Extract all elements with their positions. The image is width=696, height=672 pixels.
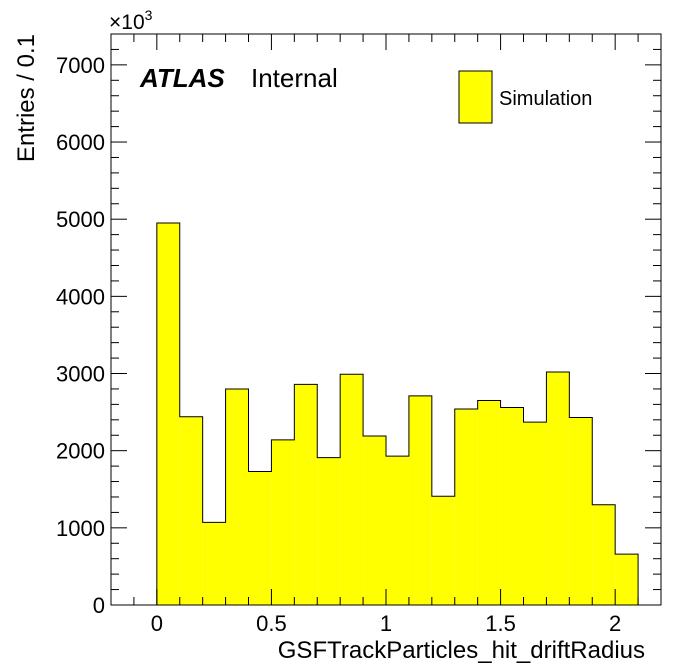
histogram-bar: [592, 504, 616, 605]
y-tick-label: 1000: [56, 516, 105, 541]
y-tick-label: 0: [93, 593, 105, 618]
histogram-bar: [202, 522, 226, 605]
y-tick-labels: 0 1000 2000 3000 4000 5000 6000 7000: [56, 53, 105, 618]
x-tick-label: 1: [380, 611, 392, 636]
y-multiplier-label: ×103: [109, 7, 153, 34]
y-tick-label: 7000: [56, 53, 105, 78]
y-tick-label: 3000: [56, 362, 105, 387]
histogram-bar: [386, 456, 409, 605]
axis-ticks: [111, 34, 661, 605]
histogram-bar: [569, 417, 593, 605]
legend: Simulation: [458, 70, 592, 124]
x-tick-label: 2: [609, 611, 621, 636]
histogram-bar: [363, 436, 386, 605]
histogram-bar: [340, 374, 364, 605]
histogram-bar: [179, 416, 203, 605]
legend-label-simulation: Simulation: [499, 88, 592, 110]
histogram-bar: [523, 422, 547, 605]
y-axis-title: Entries / 0.1: [13, 34, 40, 162]
histogram-bar: [431, 496, 455, 605]
histogram-bar: [271, 439, 295, 605]
x-tick-label: 0: [151, 611, 163, 636]
histogram-bar: [477, 400, 501, 605]
atlas-label: ATLAS: [139, 63, 225, 93]
histogram-bar: [156, 223, 180, 605]
y-tick-label: 5000: [56, 207, 105, 232]
histogram-outline: [156, 222, 639, 605]
histogram-bar: [294, 384, 318, 605]
histogram-bar: [317, 457, 341, 605]
histogram-bars: [156, 222, 639, 605]
histogram-bar: [408, 395, 432, 605]
x-tick-labels: 0 0.5 1 1.5 2: [151, 611, 622, 636]
x-axis-title: GSFTrackParticles_hit_driftRadius: [278, 637, 645, 664]
histogram-bar: [454, 409, 478, 605]
y-tick-label: 6000: [56, 130, 105, 155]
histogram-bar: [225, 388, 249, 605]
histogram-bar: [615, 554, 639, 605]
y-tick-label: 4000: [56, 284, 105, 309]
atlas-status-label: Internal: [251, 63, 338, 93]
histogram-bar: [500, 407, 524, 605]
legend-swatch-simulation: [458, 70, 493, 124]
x-tick-label: 1.5: [485, 611, 516, 636]
histogram-bar: [546, 371, 570, 605]
histogram-bar: [248, 471, 272, 605]
y-tick-label: 2000: [56, 439, 105, 464]
x-tick-label: 0.5: [256, 611, 287, 636]
